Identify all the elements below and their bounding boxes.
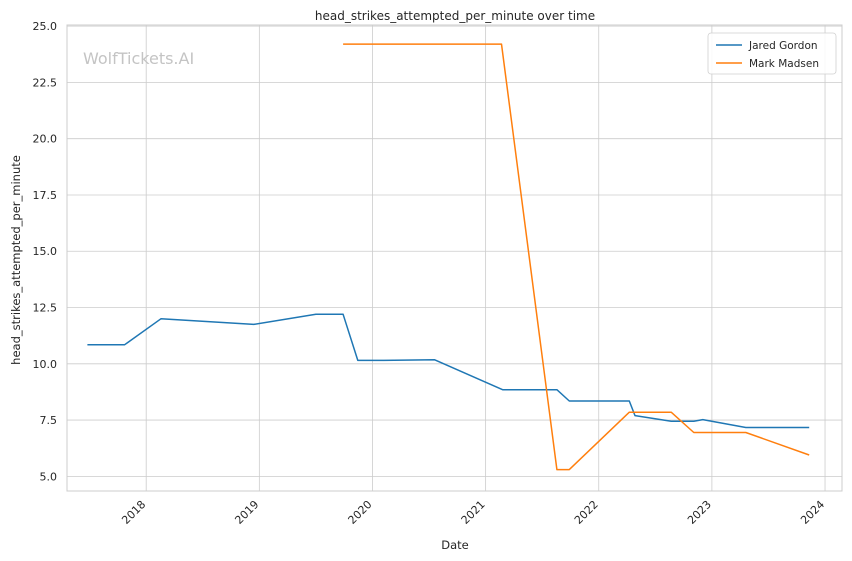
y-tick-label: 15.0 [33,245,58,258]
y-tick-label: 22.5 [33,76,58,89]
series-lines [87,43,810,471]
chart-title: head_strikes_attempted_per_minute over t… [315,9,595,23]
y-tick-label: 5.0 [40,470,58,483]
legend: Jared Gordon Mark Madsen [707,32,837,75]
legend-label-mark-madsen: Mark Madsen [749,58,819,70]
series-line-jared-gordon [87,313,810,429]
y-axis-label: head_strikes_attempted_per_minute [9,155,23,365]
watermark: WolfTickets.AI [83,49,194,68]
y-tick-label: 20.0 [33,133,58,146]
series-line-mark-madsen [343,43,810,471]
y-tick-label: 12.5 [33,302,58,315]
grid-lines [67,25,842,491]
legend-label-jared-gordon: Jared Gordon [748,40,818,52]
y-tick-label: 25.0 [33,20,58,33]
y-tick-label: 7.5 [40,414,58,427]
plot-frame [66,24,843,492]
y-tick-label: 10.0 [33,358,58,371]
y-tick-label: 17.5 [33,189,58,202]
y-tick-labels: 5.0 7.5 10.0 12.5 15.0 17.5 20.0 22.5 25.0 [33,20,58,483]
x-axis-label: Date [441,538,469,552]
